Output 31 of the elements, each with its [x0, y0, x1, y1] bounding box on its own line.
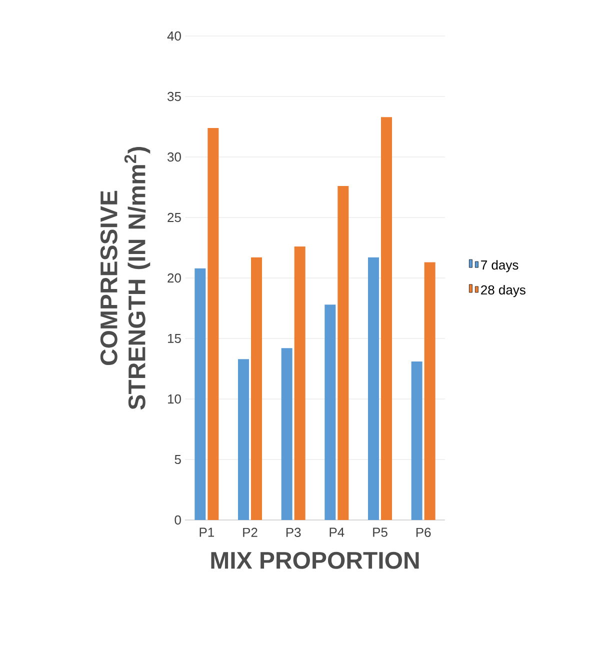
- bar: [294, 246, 306, 520]
- bar: [208, 128, 219, 520]
- x-axis-title: MIX PROPORTION: [211, 552, 419, 569]
- x-tick-label: P4: [330, 528, 344, 537]
- bar: [380, 117, 392, 520]
- y-tick-label: 40: [167, 31, 181, 41]
- bar: [251, 257, 262, 520]
- y-tick-label: 5: [174, 454, 181, 464]
- bar: [324, 304, 336, 520]
- y-tick-label: 15: [168, 334, 181, 344]
- bar: [411, 361, 422, 520]
- y-tick-label: 35: [168, 92, 181, 102]
- x-tick-label: P1: [200, 528, 214, 537]
- bar: [424, 262, 436, 520]
- y-tick-label: 0: [174, 515, 181, 525]
- y-axis-title: COMPRESSIVE STRENGTH (IN N/mm$^{2}$): [100, 146, 150, 410]
- y-tick-label: 25: [168, 212, 181, 222]
- bar: [368, 257, 379, 520]
- legend-label: 7 days: [481, 260, 518, 272]
- y-tick-label: 30: [168, 152, 181, 162]
- y-tick-label: 10: [168, 394, 181, 404]
- legend-label: 28 days: [481, 284, 526, 298]
- x-tick-label: P5: [373, 528, 388, 537]
- bar: [238, 359, 249, 520]
- x-tick-label: P6: [416, 528, 431, 538]
- x-tick-label: P2: [243, 528, 258, 537]
- x-tick-label: P3: [286, 528, 301, 538]
- bar: [194, 268, 206, 520]
- bar: [281, 348, 292, 520]
- bar: [338, 186, 349, 520]
- y-tick-label: 20: [168, 273, 181, 283]
